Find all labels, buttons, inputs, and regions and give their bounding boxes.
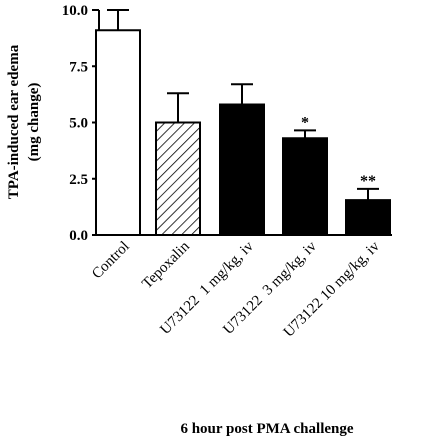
x-axis-title: 6 hour post PMA challenge [180, 421, 353, 437]
bar-2 [219, 103, 265, 236]
bar-0 [95, 29, 141, 236]
bar-1 [155, 121, 201, 236]
significance-mark-4: ** [360, 173, 376, 190]
y-tick-label: 10.0 [62, 3, 88, 19]
bar-4 [345, 199, 391, 236]
bar-3 [282, 137, 328, 236]
significance-mark-3: * [301, 114, 309, 131]
y-axis-title: TPA-induced ear edema [6, 44, 22, 199]
category-label-0: Control [89, 239, 133, 283]
category-label-1: Tepoxalin [139, 238, 193, 292]
y-tick-label: 7.5 [69, 59, 88, 75]
y-tick-label: 5.0 [69, 116, 88, 132]
y-tick-label: 0.0 [69, 228, 88, 244]
y-axis-subtitle: (mg change) [26, 83, 42, 162]
y-tick-label: 2.5 [69, 172, 88, 188]
